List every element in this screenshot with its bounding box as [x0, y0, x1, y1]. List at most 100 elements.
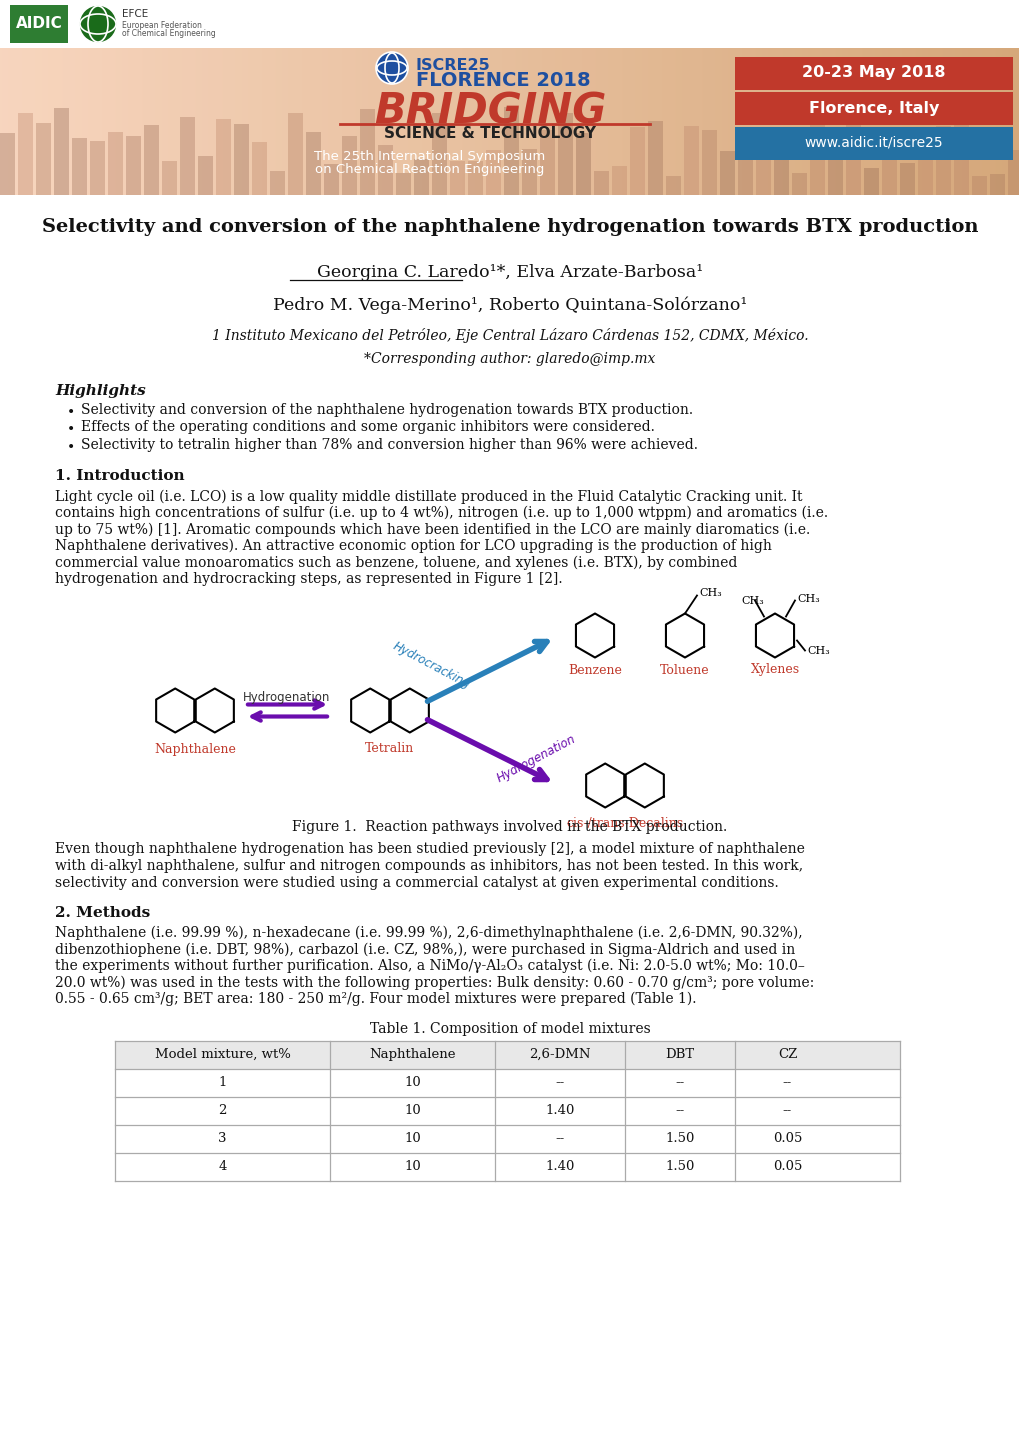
Bar	[665, 176, 681, 195]
Bar	[90, 141, 105, 195]
Text: 1 Instituto Mexicano del Petróleo, Eje Central Lázaro Cárdenas 152, CDMX, México: 1 Instituto Mexicano del Petróleo, Eje C…	[212, 327, 807, 343]
Text: 2: 2	[218, 1105, 226, 1118]
Text: 1: 1	[218, 1076, 226, 1089]
Text: CH₃: CH₃	[796, 594, 819, 604]
Text: Naphthalene: Naphthalene	[369, 1048, 455, 1061]
Bar	[233, 124, 249, 195]
Text: *Corresponding author: glaredo@imp.mx: *Corresponding author: glaredo@imp.mx	[364, 352, 655, 366]
Text: Tetralin: Tetralin	[365, 743, 414, 756]
Text: 10: 10	[404, 1076, 421, 1089]
Bar	[306, 133, 321, 195]
Bar	[162, 162, 177, 195]
Bar	[755, 141, 770, 195]
Bar	[630, 127, 644, 195]
Text: www.aidic.it/iscre25: www.aidic.it/iscre25	[804, 136, 943, 150]
Text: Pedro M. Vega-Merino¹, Roberto Quintana-Solórzano¹: Pedro M. Vega-Merino¹, Roberto Quintana-…	[272, 296, 747, 313]
Text: Naphthalene (i.e. 99.99 %), n-hexadecane (i.e. 99.99 %), 2,6-dimethylnaphthalene: Naphthalene (i.e. 99.99 %), n-hexadecane…	[55, 926, 802, 940]
Text: AIDIC: AIDIC	[15, 16, 62, 32]
Text: SCIENCE & TECHNOLOGY: SCIENCE & TECHNOLOGY	[383, 125, 595, 141]
Bar	[503, 107, 519, 195]
Text: Florence, Italy: Florence, Italy	[808, 101, 938, 115]
Text: Selectivity and conversion of the naphthalene hydrogenation towards BTX producti: Selectivity and conversion of the naphth…	[42, 218, 977, 236]
Text: Selectivity to tetralin higher than 78% and conversion higher than 96% were achi: Selectivity to tetralin higher than 78% …	[81, 438, 697, 451]
Bar	[701, 130, 716, 195]
Bar	[684, 125, 698, 195]
Text: 10: 10	[404, 1105, 421, 1118]
Text: •: •	[67, 423, 75, 437]
Text: Selectivity and conversion of the naphthalene hydrogenation towards BTX producti: Selectivity and conversion of the naphth…	[81, 402, 693, 417]
Text: cis-/trans-Decalins: cis-/trans-Decalins	[566, 818, 683, 831]
Bar	[971, 176, 986, 195]
Text: on Chemical Reaction Engineering: on Chemical Reaction Engineering	[315, 163, 544, 176]
Text: BRIDGING: BRIDGING	[373, 89, 605, 133]
Bar	[863, 169, 878, 195]
Bar	[378, 146, 392, 195]
Bar	[593, 172, 608, 195]
Text: Highlights: Highlights	[55, 384, 146, 398]
Circle shape	[376, 52, 408, 84]
Text: •: •	[67, 405, 75, 420]
Text: 0.55 - 0.65 cm³/g; BET area: 180 - 250 m²/g. Four model mixtures were prepared (: 0.55 - 0.65 cm³/g; BET area: 180 - 250 m…	[55, 992, 696, 1007]
Bar	[953, 107, 968, 195]
Text: Hydrocracking: Hydrocracking	[390, 639, 472, 691]
Text: of Chemical Engineering: of Chemical Engineering	[122, 29, 216, 37]
Bar	[735, 127, 1012, 160]
Text: 1. Introduction: 1. Introduction	[55, 470, 184, 483]
Bar	[809, 111, 824, 195]
Text: The 25th International Symposium: The 25th International Symposium	[314, 150, 545, 163]
Text: EFCE: EFCE	[122, 9, 148, 19]
Bar	[557, 112, 573, 195]
Text: --: --	[783, 1105, 792, 1118]
Text: Xylenes: Xylenes	[750, 663, 799, 676]
Text: Effects of the operating conditions and some organic inhibitors were considered.: Effects of the operating conditions and …	[81, 421, 654, 434]
Bar	[0, 0, 1019, 48]
Text: --: --	[554, 1132, 565, 1145]
Text: European Federation: European Federation	[122, 20, 202, 29]
Text: Naphthalene derivatives). An attractive economic option for LCO upgrading is the: Naphthalene derivatives). An attractive …	[55, 539, 771, 554]
Text: DBT: DBT	[664, 1048, 694, 1061]
Text: 2. Methods: 2. Methods	[55, 906, 150, 920]
Bar	[270, 172, 284, 195]
Bar	[10, 4, 68, 43]
Text: FLORENCE 2018: FLORENCE 2018	[416, 71, 590, 89]
Text: 2,6-DMN: 2,6-DMN	[529, 1048, 590, 1061]
Bar	[468, 162, 483, 195]
Text: •: •	[67, 440, 75, 454]
Bar	[611, 166, 627, 195]
Bar	[735, 92, 1012, 125]
Bar	[216, 120, 230, 195]
Text: 20.0 wt%) was used in the tests with the following properties: Bulk density: 0.6: 20.0 wt%) was used in the tests with the…	[55, 975, 813, 989]
Text: Benzene: Benzene	[568, 663, 622, 676]
Text: Georgina C. Laredo¹*, Elva Arzate-Barbosa¹: Georgina C. Laredo¹*, Elva Arzate-Barbos…	[317, 264, 702, 281]
Bar	[395, 173, 411, 195]
Bar	[935, 125, 950, 195]
Bar	[1007, 150, 1019, 195]
Text: up to 75 wt%) [1]. Aromatic compounds which have been identified in the LCO are : up to 75 wt%) [1]. Aromatic compounds wh…	[55, 522, 809, 536]
Text: 0.05: 0.05	[772, 1159, 801, 1172]
Bar	[287, 112, 303, 195]
Text: CH₃: CH₃	[698, 588, 721, 598]
Bar	[115, 1041, 899, 1069]
Text: Even though naphthalene hydrogenation has been studied previously [2], a model m: Even though naphthalene hydrogenation ha…	[55, 842, 804, 857]
Text: selectivity and conversion were studied using a commercial catalyst at given exp: selectivity and conversion were studied …	[55, 875, 777, 890]
Bar	[989, 174, 1004, 195]
Bar	[719, 151, 735, 195]
Bar	[0, 133, 15, 195]
Bar	[252, 141, 267, 195]
Text: Figure 1.  Reaction pathways involved in the BTX production.: Figure 1. Reaction pathways involved in …	[292, 820, 727, 835]
Text: CH₃: CH₃	[741, 596, 763, 606]
Text: hydrogenation and hydrocracking steps, as represented in Figure 1 [2].: hydrogenation and hydrocracking steps, a…	[55, 572, 562, 585]
Text: CH₃: CH₃	[806, 646, 828, 656]
Bar	[917, 131, 932, 195]
Bar	[773, 159, 789, 195]
Bar	[72, 138, 87, 195]
Text: 10: 10	[404, 1132, 421, 1145]
Bar	[341, 136, 357, 195]
Text: contains high concentrations of sulfur (i.e. up to 4 wt%), nitrogen (i.e. up to : contains high concentrations of sulfur (…	[55, 506, 827, 521]
Text: 1.40: 1.40	[545, 1105, 574, 1118]
Bar	[647, 121, 662, 195]
Text: ISCRE25: ISCRE25	[416, 58, 490, 74]
Text: with di-alkyl naphthalene, sulfur and nitrogen compounds as inhibitors, has not : with di-alkyl naphthalene, sulfur and ni…	[55, 859, 802, 872]
Bar	[899, 163, 914, 195]
Text: Naphthalene: Naphthalene	[154, 743, 235, 756]
